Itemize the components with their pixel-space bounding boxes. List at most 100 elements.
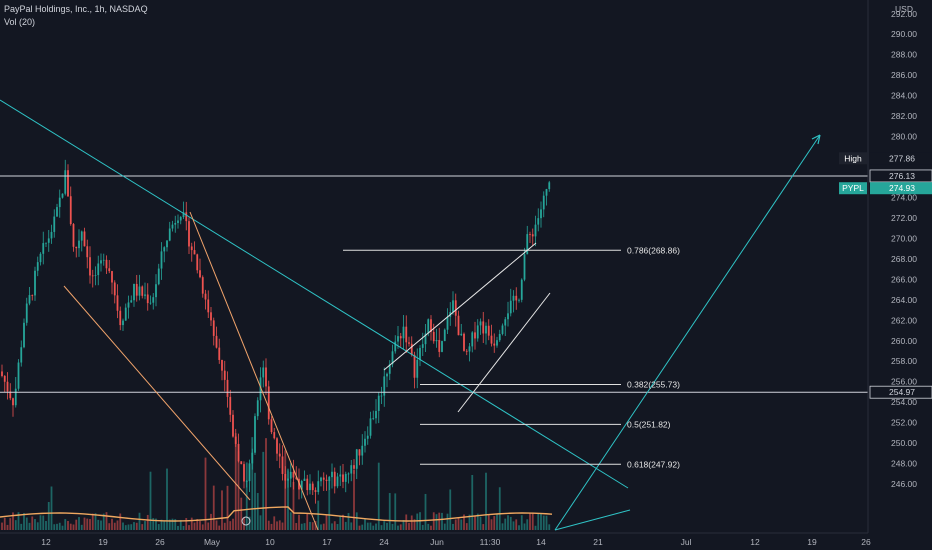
price-tick-label: 264.00 xyxy=(891,295,917,305)
candle-body xyxy=(545,189,548,196)
symbol-title[interactable]: PayPal Holdings, Inc., 1h, NASDAQ xyxy=(4,4,148,14)
candle-body xyxy=(441,341,443,352)
volume-bar xyxy=(520,515,523,530)
volume-bar xyxy=(311,522,314,530)
price-tick-label: 252.00 xyxy=(891,418,917,428)
volume-bar xyxy=(188,525,190,530)
candle-body xyxy=(177,220,179,223)
candle-body xyxy=(457,315,460,336)
volume-bar xyxy=(377,462,380,530)
candle-body xyxy=(160,251,163,269)
price-tick-label: 290.00 xyxy=(891,29,917,39)
candle-body xyxy=(424,333,427,345)
volume-bar xyxy=(113,522,116,530)
candle-body xyxy=(490,335,493,344)
time-tick-label: Jul xyxy=(681,537,692,547)
candle-body xyxy=(259,377,262,401)
candle-body xyxy=(454,300,457,316)
candle-body xyxy=(520,279,523,300)
volume-bar xyxy=(28,522,31,530)
volume-bar xyxy=(410,515,413,530)
price-tick-label: 292.00 xyxy=(891,9,917,19)
volume-bar xyxy=(460,519,463,530)
trend-drawings[interactable] xyxy=(0,99,868,531)
time-tick-label: Jun xyxy=(430,537,444,547)
candle-body xyxy=(223,370,226,380)
volume-bar xyxy=(523,523,526,530)
volume-bar xyxy=(1,522,3,530)
candle-body xyxy=(515,295,518,301)
chart-legend: PayPal Holdings, Inc., 1h, NASDAQ Vol (2… xyxy=(4,3,148,29)
candle-body xyxy=(166,240,168,248)
candle-body xyxy=(468,346,471,352)
candle-body xyxy=(97,263,100,276)
candle-body xyxy=(369,418,372,436)
candle-body xyxy=(413,354,416,378)
price-tag-high xyxy=(870,152,932,165)
candle-body xyxy=(56,207,58,217)
candle-body xyxy=(276,438,278,454)
candle-body xyxy=(188,221,190,247)
volume-bar xyxy=(388,493,391,530)
candle-body xyxy=(339,474,342,477)
volume-bar xyxy=(160,519,163,530)
candle-body xyxy=(526,234,529,255)
candle-body xyxy=(17,362,20,389)
volume-bar xyxy=(144,521,146,530)
volume-bar xyxy=(232,518,234,530)
candle-body xyxy=(501,325,504,334)
candle-body xyxy=(149,302,152,304)
candle-body xyxy=(353,465,355,469)
price-unit-label: USD xyxy=(895,4,913,14)
candle-body xyxy=(482,321,485,334)
volume-bar xyxy=(234,433,237,530)
candle-body xyxy=(42,243,45,254)
candle-body xyxy=(405,326,408,343)
volume-bar xyxy=(490,519,493,530)
volume-bar xyxy=(204,457,207,530)
candle-body xyxy=(504,319,507,326)
candle-body xyxy=(333,471,336,487)
candle-body xyxy=(102,259,105,261)
candle-body xyxy=(287,478,289,481)
candle-body xyxy=(58,197,61,208)
volume-indicator-label[interactable]: Vol (20) xyxy=(4,17,36,27)
candle-body xyxy=(14,388,17,406)
candle-body xyxy=(386,373,388,377)
candle-body xyxy=(256,400,259,417)
candle-body xyxy=(100,260,102,264)
volume-bar xyxy=(465,523,468,530)
volume-bar xyxy=(322,523,325,530)
candle-body xyxy=(284,473,287,481)
candle-body xyxy=(306,478,309,491)
price-tick-label: 270.00 xyxy=(891,234,917,244)
candle-body xyxy=(463,333,465,351)
volume-bar xyxy=(333,521,336,530)
price-axis[interactable]: 246.00 248.00 250.00 252.00 254.00 256.00 258.… xyxy=(867,0,932,550)
volume-bar xyxy=(243,517,245,530)
candle-body xyxy=(45,242,47,244)
arrow-head-icon xyxy=(811,134,821,145)
candle-body xyxy=(388,364,391,374)
price-axis-bg xyxy=(868,0,932,550)
volume-bar xyxy=(386,522,388,530)
volume-bar xyxy=(438,512,441,530)
fib-level-label: 0.618(247.92) xyxy=(627,459,680,469)
price-tag-name: PYPL xyxy=(842,183,864,193)
volume-bar xyxy=(314,521,317,530)
volume-bar xyxy=(146,514,149,530)
candle-body xyxy=(204,293,207,300)
candle-body xyxy=(364,438,366,446)
time-axis[interactable]: 12 19 26 May 10 17 24 Jun 11:30 14 21 Jul 12 19 26 xyxy=(0,532,871,547)
candle-body xyxy=(251,452,254,464)
candle-body xyxy=(31,295,34,296)
fib-levels[interactable]: 0.786(268.86) 0.382(255.73) 0.5(251.82) 0.6… xyxy=(343,245,680,469)
volume-bar xyxy=(452,523,454,530)
volume-bar xyxy=(496,514,498,530)
price-tag-value: 277.86 xyxy=(889,153,915,163)
volume-bar xyxy=(89,519,91,530)
volume-bar xyxy=(355,512,358,530)
volume-bar xyxy=(471,474,474,530)
volume-bar xyxy=(306,513,309,530)
